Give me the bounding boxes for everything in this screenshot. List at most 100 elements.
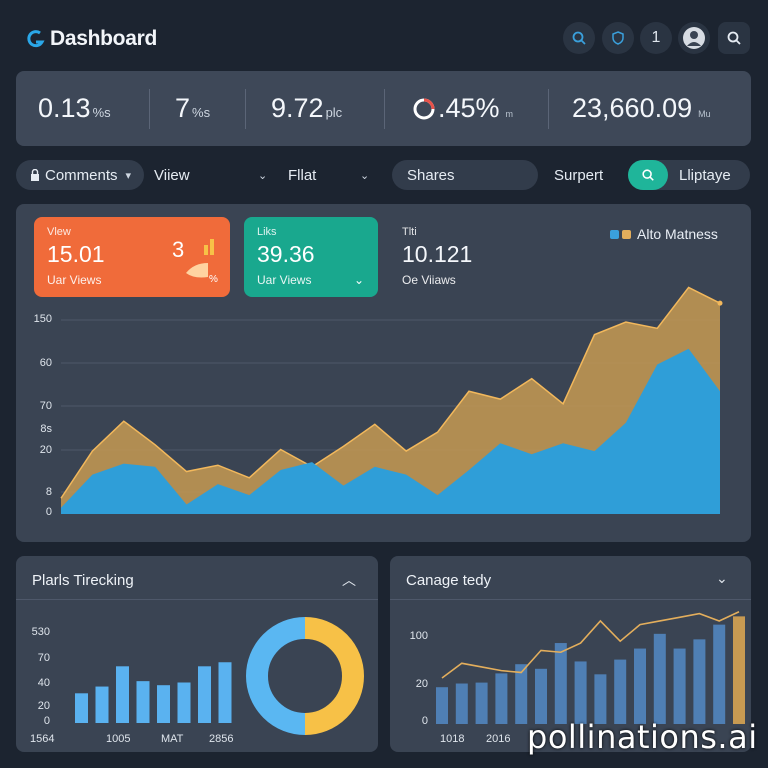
chart-legend: Alto Matness: [610, 226, 718, 242]
search-icon[interactable]: [563, 22, 595, 54]
search-icon: [628, 160, 668, 190]
update-button[interactable]: Lliptaye: [628, 160, 750, 190]
y-tick: 530: [31, 626, 50, 638]
y-tick: 20: [415, 678, 428, 690]
stats-strip: 0.13 %s 7 %s 9.72 plc .45% m 23,660.09 Mu: [16, 71, 751, 146]
y-tick: 40: [37, 677, 50, 689]
y-tick: 60: [39, 357, 52, 369]
bar: [614, 659, 627, 724]
donut-slice: [304, 617, 364, 735]
app-title: Dashboard: [50, 27, 157, 50]
gauge-icon: [413, 98, 435, 119]
bar: [713, 624, 726, 724]
divider: [390, 599, 751, 600]
bar: [136, 681, 150, 723]
y-tick: 100: [409, 630, 428, 642]
y-tick: 70: [39, 400, 52, 412]
divider: [149, 89, 150, 129]
y-tick: 0: [45, 506, 52, 518]
divider: [384, 89, 385, 129]
y-tick: 20: [37, 700, 50, 712]
bar: [95, 686, 109, 723]
y-tick: 150: [33, 313, 52, 325]
x-tick: 2016: [486, 733, 511, 745]
support-button[interactable]: Surpert: [554, 166, 604, 184]
bar: [75, 693, 88, 723]
x-tick: 1564: [30, 733, 55, 745]
bar-chart: [75, 617, 364, 735]
bar-line-chart: [436, 611, 745, 724]
panel-title: Plarls Tirecking: [32, 572, 134, 589]
bar: [455, 683, 468, 724]
y-tick: 8s: [40, 423, 52, 435]
bar: [594, 674, 607, 724]
bar: [218, 662, 232, 723]
rank-icon: [186, 239, 214, 278]
bar: [436, 687, 448, 724]
stat-item: .45% m: [412, 93, 513, 124]
divider: [245, 89, 246, 129]
likes-card[interactable]: Liks 39.36 Uar Views ⌄: [244, 217, 378, 297]
chevron-down-icon: ▾: [125, 169, 132, 182]
bar: [554, 643, 567, 724]
legend-swatch: [622, 229, 631, 239]
bar: [673, 648, 686, 724]
bar: [198, 666, 211, 723]
y-tick: 70: [37, 652, 50, 664]
divider: [16, 599, 378, 600]
total-card[interactable]: Tlti 10.121 Oe Viiaws: [402, 226, 473, 287]
stat-item: 23,660.09 Mu: [572, 93, 711, 123]
header: Dashboard 1: [0, 0, 768, 72]
x-tick: 1005: [106, 733, 131, 745]
y-tick: 8: [45, 486, 52, 498]
area-chart: [60, 286, 723, 514]
trend-line: [441, 611, 740, 679]
x-tick: MAT: [161, 733, 184, 745]
series-line: [60, 286, 721, 499]
chevron-down-icon: ⌄: [354, 273, 365, 287]
y-tick: 0: [421, 715, 428, 727]
bar: [116, 666, 129, 723]
y-tick: 20: [39, 444, 52, 456]
main-chart-panel: Vlew 15.01 Uar Views 3 % Liks 39.36 Uar …: [16, 204, 751, 542]
bar: [693, 639, 706, 724]
divider: [548, 89, 549, 129]
watermark: pollinations.ai: [527, 718, 758, 756]
lock-icon: [31, 169, 39, 181]
donut-slice: [246, 617, 306, 735]
bar: [653, 633, 666, 724]
change-panel: Canage tedy ⌄ 100 20 0 1018 2016: [390, 556, 751, 752]
comments-filter[interactable]: Comments ▾: [16, 160, 144, 190]
shield-icon[interactable]: [602, 22, 634, 54]
flat-filter[interactable]: Fllat ⌄: [288, 166, 370, 184]
area-series: [61, 348, 720, 514]
bar: [574, 661, 587, 724]
bar: [157, 685, 170, 723]
stat-item: 0.13 %s: [38, 93, 111, 123]
bar: [475, 682, 488, 724]
chevron-down-icon[interactable]: ⌄: [716, 570, 728, 586]
shares-filter[interactable]: Shares: [392, 160, 538, 190]
search-icon[interactable]: [718, 22, 750, 54]
views-card[interactable]: Vlew 15.01 Uar Views 3 %: [34, 217, 230, 297]
legend-swatch: [610, 229, 619, 239]
bar: [535, 668, 547, 724]
chevron-up-icon[interactable]: ︿: [342, 572, 356, 588]
x-tick: 2856: [209, 733, 234, 745]
notification-count[interactable]: 1: [640, 22, 672, 54]
avatar[interactable]: [678, 22, 710, 54]
bar: [634, 648, 646, 724]
bar: [733, 616, 745, 724]
data-point: [717, 300, 723, 306]
chevron-down-icon: ⌄: [360, 169, 370, 182]
panel-title: Canage tedy: [406, 572, 492, 589]
stat-item: 9.72 plc: [271, 93, 343, 123]
badge-value: 3: [172, 237, 185, 262]
tracking-panel: Plarls Tirecking ︿ 530 70 40 20 0 1564 1…: [16, 556, 378, 752]
stat-item: 7 %s: [175, 93, 211, 123]
bar: [515, 664, 528, 724]
logo-icon: [27, 30, 45, 48]
chevron-down-icon: ⌄: [258, 169, 268, 182]
view-filter[interactable]: Viiew ⌄: [154, 166, 268, 184]
x-tick: 1018: [440, 733, 465, 745]
